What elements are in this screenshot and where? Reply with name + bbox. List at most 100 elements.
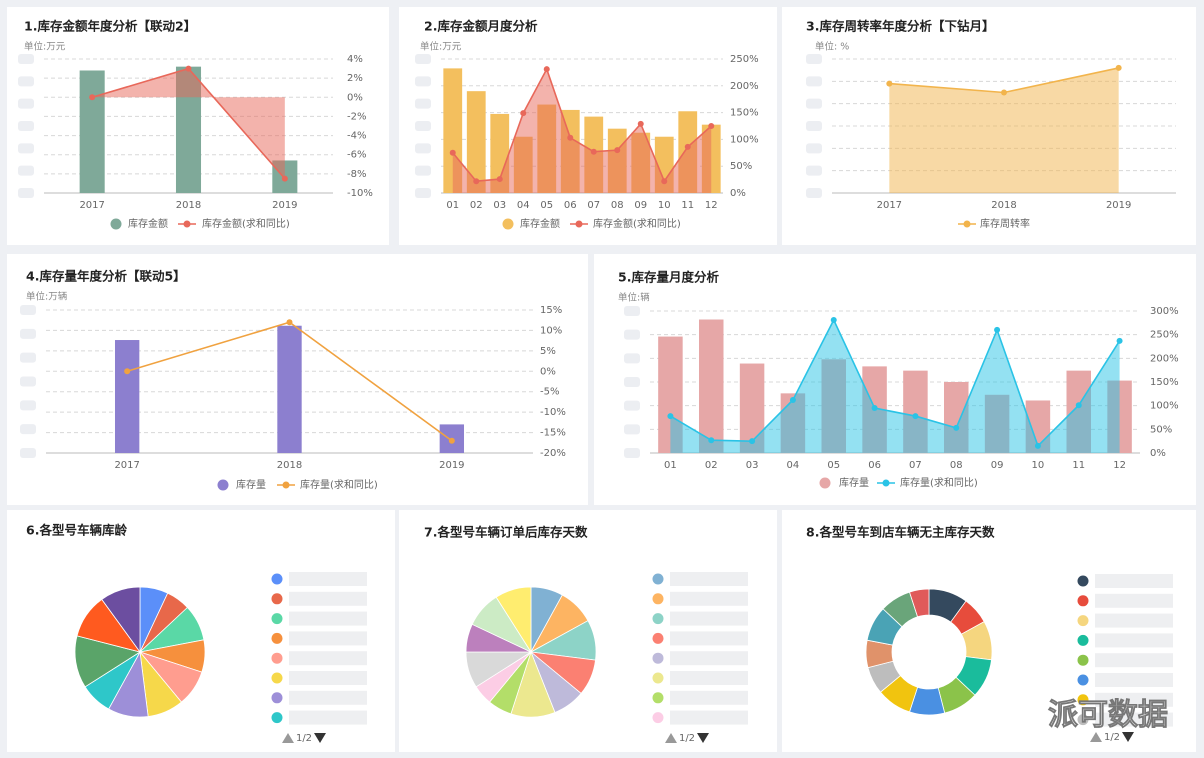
y2-tick-label: 250% <box>730 54 759 65</box>
slice <box>495 586 532 654</box>
y2-tick-label: -8% <box>347 169 366 180</box>
legend-swatch <box>183 220 191 228</box>
legend-swatch <box>282 481 290 489</box>
point <box>886 80 893 87</box>
legend-swatch <box>1077 694 1089 706</box>
area <box>452 69 712 193</box>
y2-tick-label: 2% <box>347 73 363 84</box>
blurred-label <box>289 671 367 685</box>
point <box>281 175 288 182</box>
point <box>1034 442 1041 449</box>
x-tick-label: 2019 <box>1106 200 1131 211</box>
y2-tick-label: -10% <box>347 188 373 199</box>
legend-swatch <box>271 632 283 644</box>
x-tick-label: 09 <box>634 200 647 211</box>
bar <box>114 340 140 453</box>
blurred-label <box>415 54 431 64</box>
blurred-label <box>415 121 431 131</box>
blurred-label <box>806 165 822 176</box>
chart-title: 2.库存金额月度分析 <box>424 19 538 34</box>
blurred-label <box>289 651 367 666</box>
blurred-label <box>624 377 640 387</box>
blurred-label <box>415 165 431 176</box>
point <box>708 437 715 444</box>
blurred-label <box>1095 673 1173 687</box>
y2-tick-label: 50% <box>730 161 752 172</box>
y2-tick-label: 10% <box>540 325 562 336</box>
blurred-label <box>1095 712 1173 727</box>
y2-tick-label: 150% <box>730 108 759 119</box>
legend-label: 库存金额(求和同比) <box>593 217 681 230</box>
blurred-label <box>20 448 36 458</box>
y2-tick-label: -15% <box>540 428 566 439</box>
legend-swatch <box>652 613 664 625</box>
point <box>1075 402 1082 409</box>
legend-label: 库存金额 <box>520 217 560 230</box>
legend-label: 库存量 <box>236 478 266 491</box>
legend-swatch <box>1077 634 1089 646</box>
blurred-label <box>1095 574 1173 588</box>
blurred-label <box>670 591 748 606</box>
point <box>1115 64 1122 71</box>
legend-swatch <box>502 218 514 230</box>
y2-tick-label: 0% <box>730 188 746 199</box>
blurred-label <box>624 448 640 458</box>
bar <box>466 91 486 193</box>
bar <box>79 70 105 193</box>
y2-tick-label: -10% <box>540 407 566 418</box>
x-tick-label: 08 <box>950 460 963 471</box>
legend-swatch <box>271 692 283 704</box>
x-tick-label: 09 <box>991 460 1004 471</box>
blurred-label <box>670 611 748 626</box>
x-tick-label: 04 <box>517 200 530 211</box>
blurred-label <box>624 400 640 411</box>
blurred-label <box>624 353 640 364</box>
area <box>670 319 1120 453</box>
line <box>452 67 712 183</box>
blurred-label <box>806 76 822 87</box>
blurred-label <box>670 631 748 646</box>
blurred-label <box>806 143 822 154</box>
point <box>1001 89 1007 96</box>
legend-label: 库存量(求和同比) <box>300 478 378 491</box>
legend-swatch <box>271 613 283 625</box>
blurred-label <box>289 690 367 705</box>
point <box>89 94 96 101</box>
x-tick-label: 05 <box>827 460 840 471</box>
y2-tick-label: 15% <box>540 305 562 316</box>
legend-swatch <box>271 652 283 664</box>
point <box>749 438 756 445</box>
point <box>789 396 796 403</box>
point <box>1116 337 1123 344</box>
x-tick-label: 2019 <box>439 460 464 471</box>
point <box>912 413 919 420</box>
point <box>684 143 691 150</box>
legend-swatch <box>652 712 664 724</box>
x-tick-label: 2017 <box>79 200 104 211</box>
x-tick-label: 06 <box>868 460 881 471</box>
watermark: 派可数据 <box>1048 698 1168 733</box>
blurred-label <box>20 376 36 387</box>
point <box>124 368 131 375</box>
y2-tick-label: 250% <box>1150 330 1179 341</box>
panel <box>782 510 1196 752</box>
legend-swatch <box>1077 575 1089 587</box>
legend-swatch <box>1077 714 1089 726</box>
y2-tick-label: 200% <box>730 81 759 92</box>
blurred-label <box>289 591 367 606</box>
blurred-label <box>1095 692 1173 707</box>
legend-swatch <box>882 479 890 487</box>
blurred-label <box>289 631 367 646</box>
y2-tick-label: -4% <box>347 131 366 142</box>
legend-swatch <box>652 652 664 664</box>
pager-label: 1/2 <box>1104 732 1120 743</box>
chart-title: 7.各型号车辆订单后库存天数 <box>424 525 588 540</box>
pager-next <box>314 733 326 743</box>
x-tick-label: 07 <box>909 460 922 471</box>
slice <box>101 586 141 654</box>
pager-next <box>1122 732 1134 742</box>
blurred-label <box>20 352 36 363</box>
legend-swatch <box>271 573 283 585</box>
y2-tick-label: 150% <box>1150 377 1179 388</box>
legend-swatch <box>652 692 664 704</box>
